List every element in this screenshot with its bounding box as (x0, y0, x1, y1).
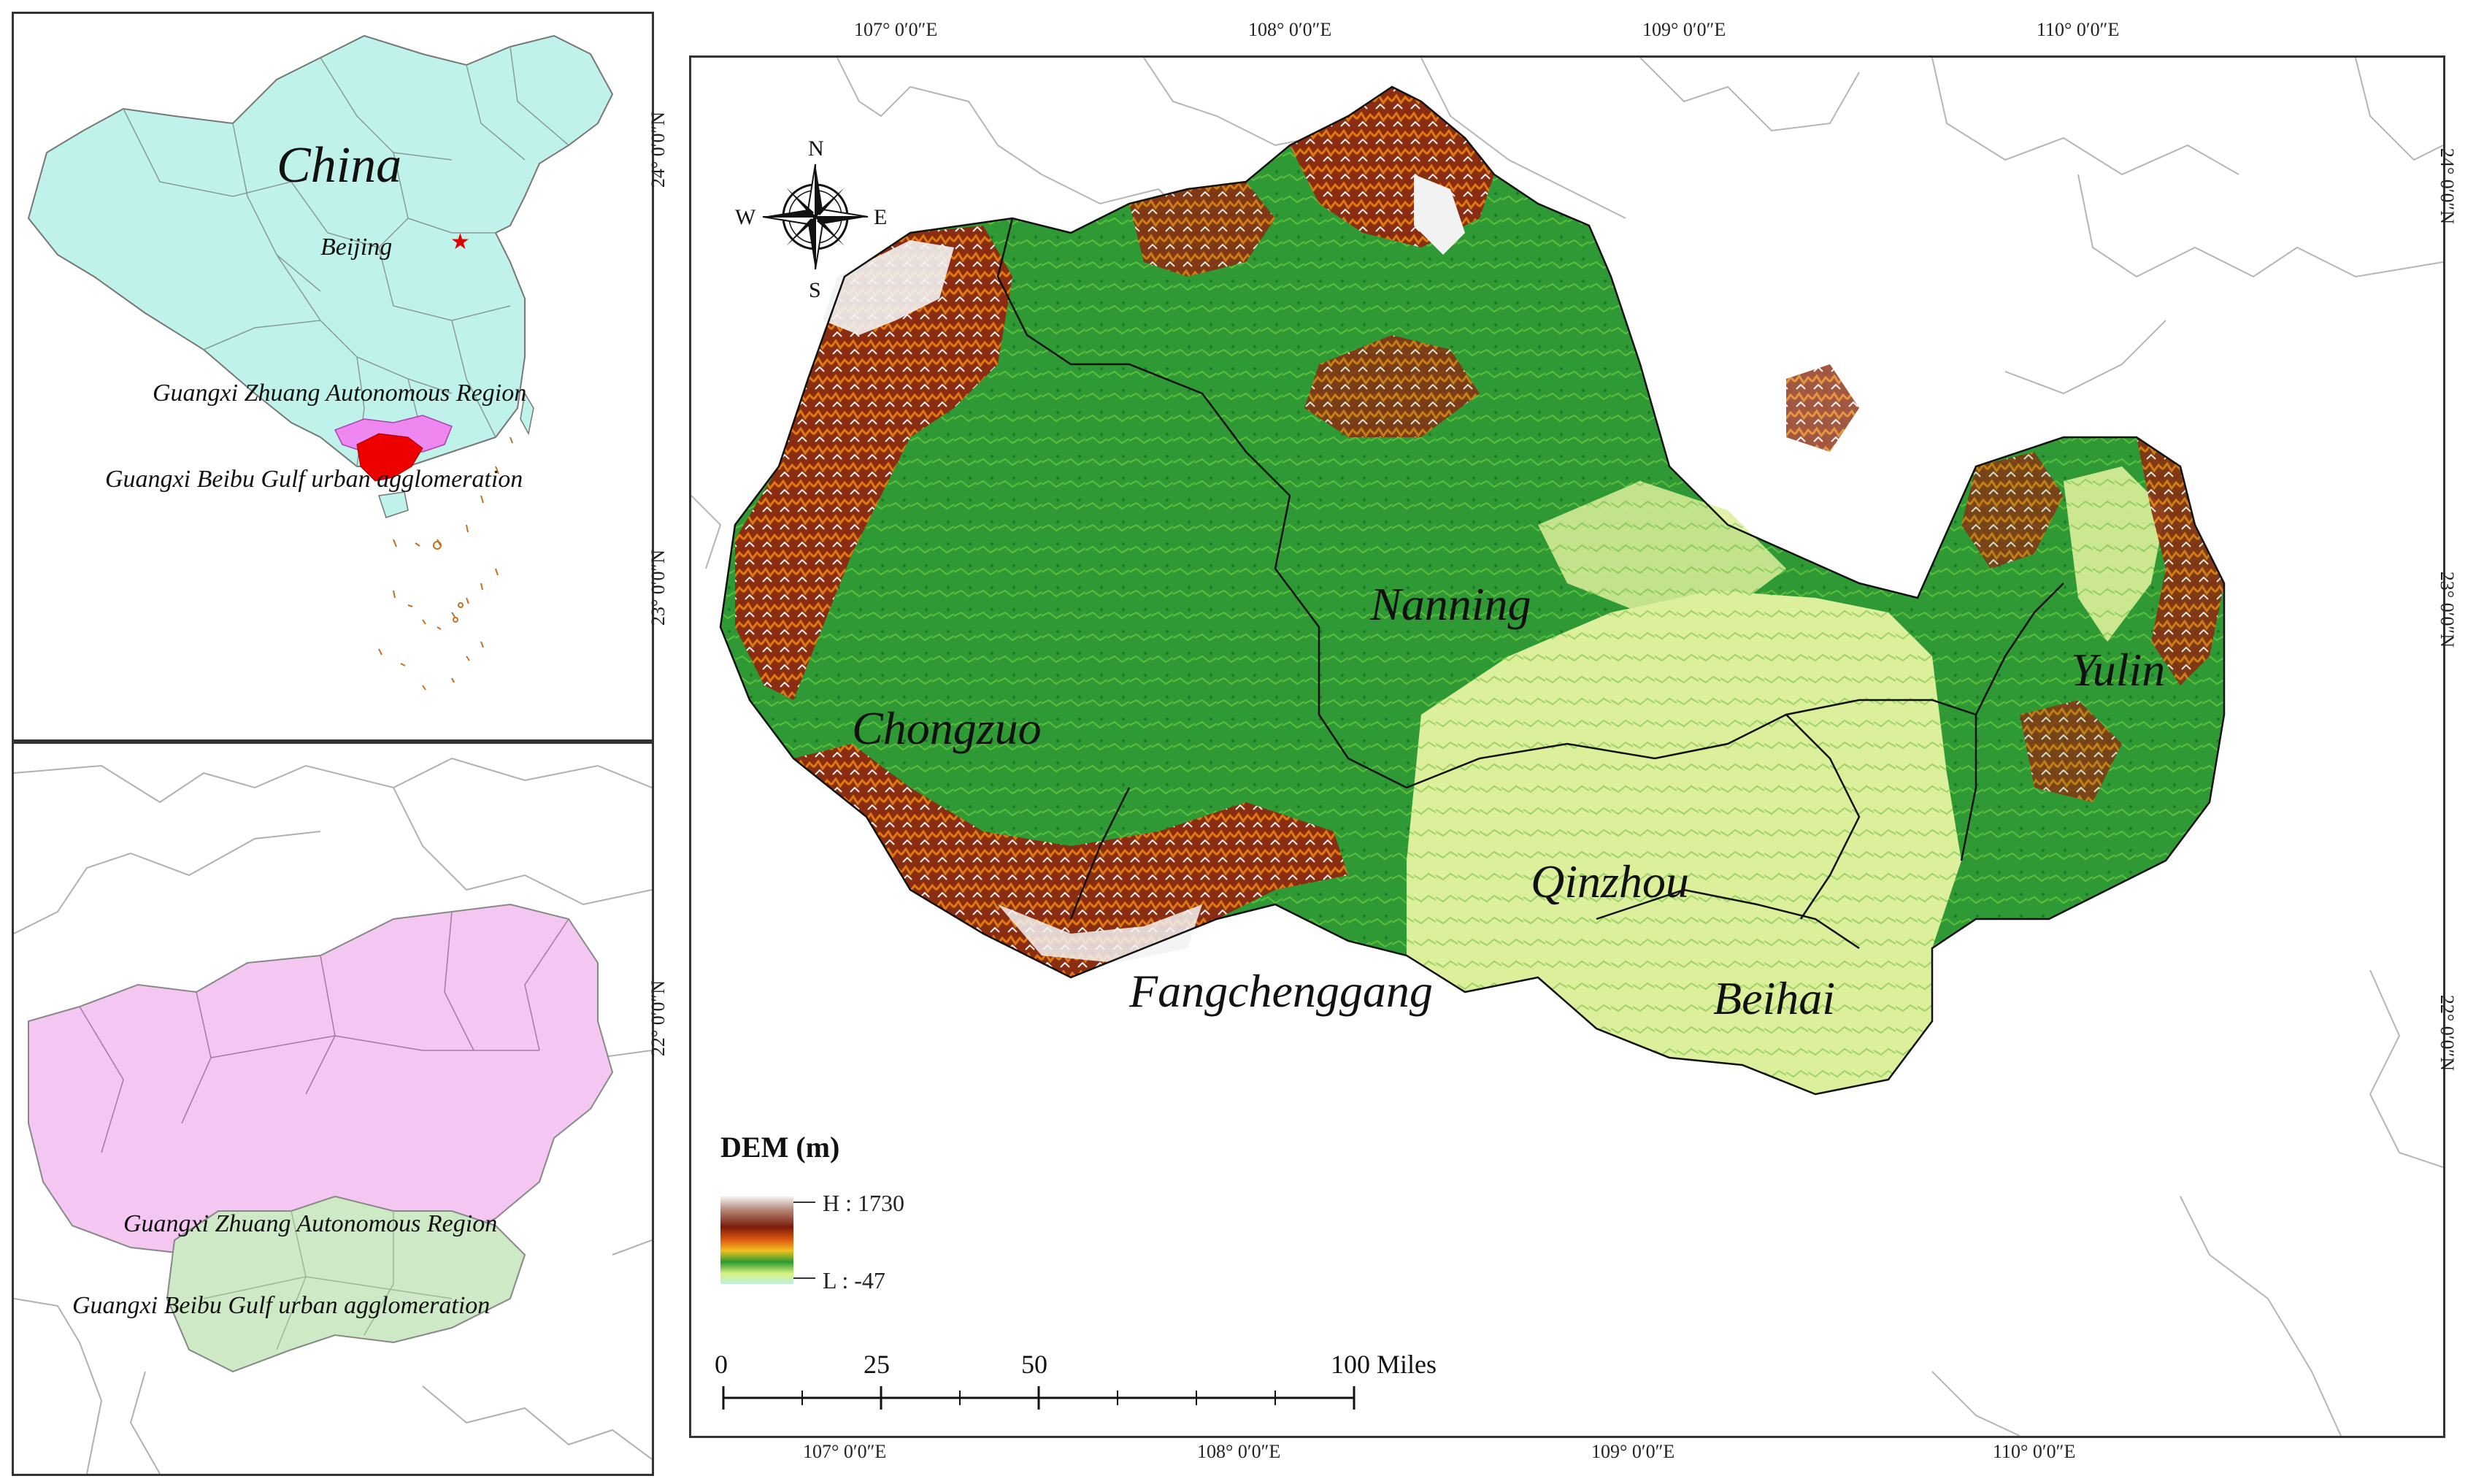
city-label-chongzuo: Chongzuo (852, 702, 1042, 754)
guangxi-city-borders (79, 911, 569, 1153)
china-label: China (277, 137, 401, 193)
guangxi-inset-svg: Guangxi Zhuang Autonomous Region Guangxi… (14, 757, 652, 1474)
legend-title: DEM (m) (720, 1131, 839, 1164)
china-inset-map: ★ China Beijing Guangxi Zhuang Autonomou… (12, 12, 654, 742)
china-shape (27, 34, 614, 467)
beibu-city-borders (203, 1210, 453, 1350)
city-label-beihai: Beihai (1713, 972, 1835, 1024)
neighbor-borders (14, 757, 652, 1474)
lon-label-top-108: 108° 0′0″E (1248, 19, 1332, 40)
beibu-gulf-region-shape (166, 1195, 526, 1373)
beibu-gulf-label: Guangxi Beibu Gulf urban agglomeration (105, 466, 523, 493)
neighbor-borders (691, 58, 2443, 1436)
lon-label-bottom-107: 107° 0′0″E (803, 1441, 887, 1462)
city-label-nanning: Nanning (1369, 578, 1531, 630)
taiwan-shape (520, 391, 534, 436)
terrain-mountains-east (2137, 437, 2224, 685)
terrain-mountains-east2 (1961, 452, 2064, 569)
beijing-star-icon: ★ (450, 230, 470, 254)
city-borders (719, 85, 2226, 1096)
dem-main-map: Chongzuo Nanning Yulin Qinzhou Fangcheng… (689, 55, 2445, 1438)
compass-rose-icon: N S E W (735, 137, 887, 302)
city-label-qinzhou: Qinzhou (1531, 856, 1689, 907)
compass-n: N (808, 137, 824, 161)
lat-label-left-22: 22° 0′0″N (647, 980, 669, 1057)
scale-bar: 0 25 50 100 Miles (715, 1350, 1437, 1410)
scale-label-50: 50 (1021, 1350, 1047, 1379)
guangxi-region-shape (28, 903, 614, 1256)
compass-w: W (735, 205, 756, 229)
legend-high-label: H : 1730 (823, 1190, 904, 1216)
lon-label-top-110: 110° 0′0″E (2037, 19, 2120, 40)
china-inset-svg: ★ China Beijing Guangxi Zhuang Autonomou… (27, 34, 614, 691)
terrain-lowland-north (1538, 481, 1786, 612)
terrain-mountains-west (735, 226, 1012, 700)
beijing-label: Beijing (320, 234, 392, 261)
terrain-snow-west (823, 240, 954, 335)
terrain-mountains-southwest (793, 744, 1348, 977)
lon-label-bottom-110: 110° 0′0″E (1993, 1441, 2076, 1462)
lon-label-bottom-108: 108° 0′0″E (1197, 1441, 1281, 1462)
terrain-snow-north (1414, 174, 1465, 255)
lat-label-left-24: 24° 0′0″N (647, 111, 669, 188)
compass-s: S (809, 278, 821, 302)
terrain-mountains-se (2020, 700, 2122, 802)
terrain-mountains-north2 (1129, 182, 1275, 277)
terrain-lowland-east (2064, 466, 2166, 642)
scale-label-25: 25 (864, 1350, 890, 1379)
legend-low-label: L : -47 (823, 1267, 885, 1293)
scale-label-100: 100 Miles (1331, 1350, 1437, 1379)
lat-label-right-23: 23° 0′0″N (2437, 571, 2458, 648)
compass-e: E (874, 205, 887, 229)
beibu-gulf-highlight-shape (356, 433, 423, 482)
city-label-fangchenggang: Fangchenggang (1128, 965, 1433, 1017)
beibu-gulf-label: Guangxi Beibu Gulf urban agglomeration (72, 1292, 490, 1319)
scale-label-0: 0 (715, 1350, 728, 1379)
city-label-yulin: Yulin (2071, 644, 2165, 696)
terrain-snow-southwest (998, 904, 1202, 963)
guangxi-inset-map: Guangxi Zhuang Autonomous Region Guangxi… (12, 742, 654, 1476)
lon-label-top-109: 109° 0′0″E (1642, 19, 1726, 40)
terrain-lowland (1407, 591, 1961, 1094)
lon-label-top-107: 107° 0′0″E (854, 19, 938, 40)
lat-label-right-24: 24° 0′0″N (2437, 147, 2458, 225)
terrain-mountains-ne (1786, 364, 1859, 452)
lon-label-bottom-109: 109° 0′0″E (1591, 1441, 1675, 1462)
dem-map-svg: Chongzuo Nanning Yulin Qinzhou Fangcheng… (691, 58, 2443, 1436)
south-sea-islands (378, 437, 513, 691)
hainan-shape (378, 491, 409, 518)
guangxi-region-label: Guangxi Zhuang Autonomous Region (153, 380, 526, 407)
guangxi-region-label: Guangxi Zhuang Autonomous Region (123, 1210, 497, 1237)
lat-label-right-22: 22° 0′0″N (2437, 994, 2458, 1072)
legend-color-ramp (720, 1196, 793, 1284)
terrain-mountains-central (1304, 335, 1480, 437)
lat-label-left-23: 23° 0′0″N (647, 549, 669, 626)
dem-terrain (720, 87, 2224, 1094)
dem-legend: DEM (m) H : 1730 L : -47 (720, 1131, 904, 1293)
